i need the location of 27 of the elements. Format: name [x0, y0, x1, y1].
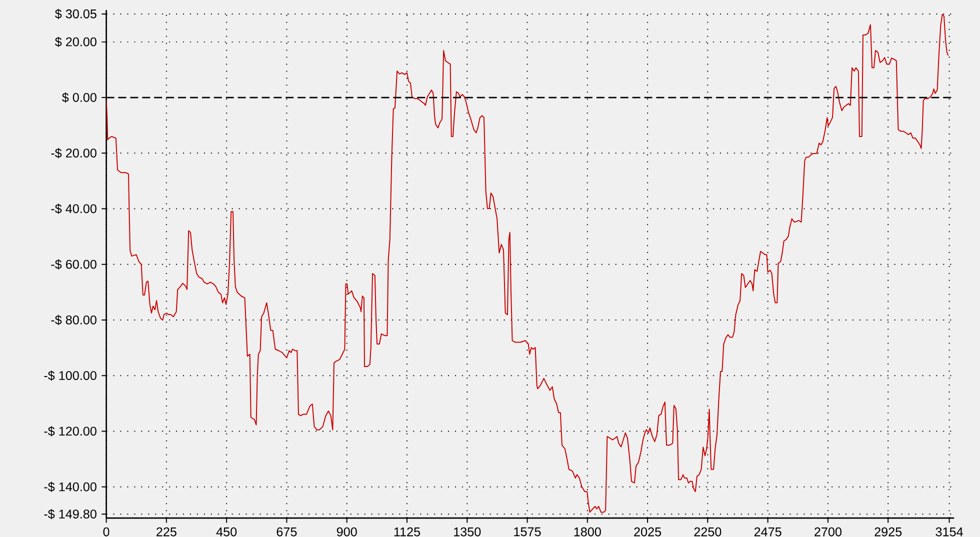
- y-tick-label: -$ 140.00: [44, 482, 96, 492]
- y-tick-label: -$ 80.00: [51, 314, 96, 326]
- y-tick-label: -$ 20.00: [51, 148, 96, 158]
- x-tick-label: 2250: [694, 527, 722, 536]
- x-tick-label: 2025: [634, 527, 662, 536]
- x-tick-label: 2475: [754, 527, 782, 536]
- x-tick-label: 2700: [814, 527, 842, 536]
- line-series: [106, 14, 949, 513]
- y-tick-label: -$ 60.00: [51, 259, 96, 270]
- y-tick-label: $ 20.00: [55, 36, 96, 48]
- x-tick-label: 900: [336, 527, 357, 536]
- x-tick-label: 1800: [574, 527, 601, 536]
- y-tick-label: -$ 149.80: [44, 509, 96, 520]
- x-tick-label: 2925: [874, 527, 902, 536]
- y-tick-label: $ 0.00: [62, 92, 96, 103]
- x-tick-label: 3154: [936, 527, 963, 536]
- x-tick-label: 1350: [454, 527, 481, 536]
- y-tick-label: $ 30.05: [55, 8, 96, 20]
- x-tick-label: 225: [156, 527, 176, 536]
- y-tick-label: -$ 100.00: [44, 370, 96, 381]
- y-tick-label: -$ 120.00: [44, 426, 96, 436]
- y-tick-label: -$ 40.00: [51, 204, 96, 214]
- x-tick-label: 0: [103, 527, 110, 536]
- x-tick-label: 675: [276, 527, 297, 536]
- x-tick-label: 450: [216, 527, 237, 536]
- x-tick-label: 1575: [514, 527, 541, 536]
- x-tick-label: 1125: [394, 527, 420, 536]
